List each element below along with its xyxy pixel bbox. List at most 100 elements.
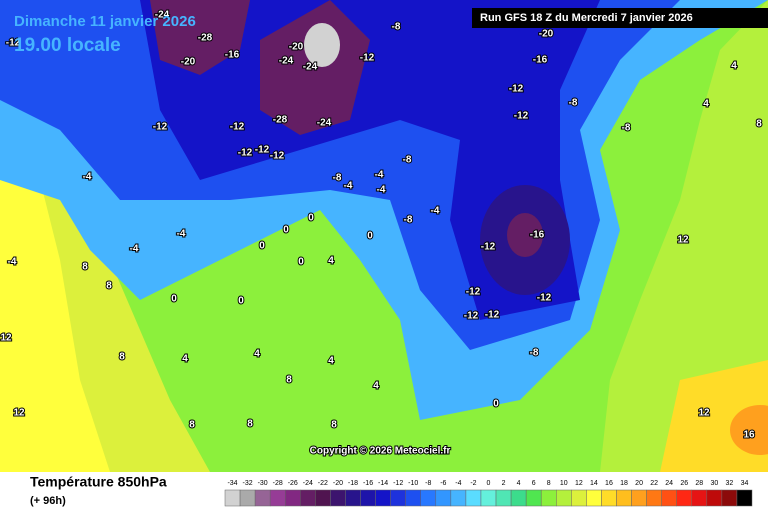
contour-label: 12 <box>698 408 710 419</box>
contour-label: 0 <box>259 241 265 252</box>
contour-label: 4 <box>328 256 334 267</box>
legend-label: -28 <box>273 480 283 487</box>
legend-swatch <box>586 489 602 507</box>
legend-swatch <box>224 489 241 507</box>
legend-label: 14 <box>590 480 598 487</box>
legend-label: -8 <box>425 480 431 487</box>
contour-label: -12 <box>360 53 375 64</box>
legend-label: 34 <box>741 480 749 487</box>
contour-label: -12 <box>6 38 21 49</box>
cold-core <box>304 23 340 67</box>
legend-swatch <box>345 489 361 507</box>
contour-label: -12 <box>485 310 500 321</box>
contour-label: -12 <box>238 148 253 159</box>
legend-swatch <box>480 489 497 507</box>
legend-label: 18 <box>620 480 628 487</box>
legend-swatch <box>315 489 331 507</box>
contour-label: 0 <box>283 225 289 236</box>
contour-label: 8 <box>247 419 253 430</box>
cold-core <box>507 213 543 257</box>
contour-label: -4 <box>377 185 386 196</box>
contour-label: -12 <box>537 293 552 304</box>
contour-label: -24 <box>303 62 318 73</box>
legend-swatch <box>736 489 753 507</box>
contour-label: -24 <box>155 10 170 21</box>
legend-swatch <box>495 489 512 507</box>
legend-label: 4 <box>517 480 521 487</box>
legend-label: -2 <box>470 480 476 487</box>
run-info: Run GFS 18 Z du Mercredi 7 janvier 2026 <box>480 12 693 24</box>
contour-label: 12 <box>0 333 12 344</box>
legend-label: 26 <box>680 480 688 487</box>
legend-swatch <box>676 489 693 507</box>
legend-label: 10 <box>560 480 568 487</box>
legend-swatch <box>601 489 617 507</box>
legend-swatch <box>269 489 286 507</box>
legend-label: -10 <box>408 480 418 487</box>
contour-label: -12 <box>481 242 496 253</box>
warm-zone <box>730 405 768 455</box>
legend-swatch <box>631 489 647 507</box>
contour-label: -4 <box>130 244 139 255</box>
legend-label: 16 <box>605 480 613 487</box>
legend-label: -20 <box>333 480 343 487</box>
legend-swatch <box>540 489 557 507</box>
contour-label: -12 <box>509 84 524 95</box>
contour-label: 4 <box>254 349 260 360</box>
contour-label: 8 <box>286 375 292 386</box>
warm-zone <box>600 0 768 472</box>
contour-label: -4 <box>83 172 92 183</box>
lead-time: (+ 96h) <box>30 495 66 507</box>
legend-label: 6 <box>532 480 536 487</box>
legend-swatch <box>706 489 723 507</box>
contour-label: 16 <box>743 430 755 441</box>
contour-labels: -12 -12-12 -12-12-16-20-24-28-24-20-24-28-… <box>0 9 763 442</box>
legend-swatch <box>420 489 437 507</box>
contour-label: -12 <box>514 111 529 122</box>
legend-label: -6 <box>440 480 446 487</box>
legend-label: -22 <box>318 480 328 487</box>
contour-label: -28 <box>198 33 213 44</box>
legend-swatch <box>661 489 677 507</box>
contour-label: -20 <box>181 57 196 68</box>
contour-label: -8 <box>530 348 539 359</box>
legend-swatch <box>721 489 738 507</box>
contour-label: -16 <box>530 230 545 241</box>
legend-swatch <box>556 489 572 507</box>
contour-label: -20 <box>289 42 304 53</box>
contour-label: -12 <box>270 151 285 162</box>
footer-title: Température 850hPa <box>30 474 167 490</box>
legend-swatch <box>435 489 452 507</box>
contour-label: 12 <box>677 235 689 246</box>
legend-label: -12 <box>393 480 403 487</box>
legend-label: -26 <box>288 480 298 487</box>
legend-label: 22 <box>650 480 658 487</box>
contour-label: -4 <box>177 229 186 240</box>
legend-label: -32 <box>243 480 253 487</box>
contour-label: -8 <box>392 22 401 33</box>
contour-label: 0 <box>298 257 304 268</box>
contour-label: 0 <box>308 213 314 224</box>
contour-label: -4 <box>8 257 17 268</box>
copyright: Copyright © 2026 Meteociel.fr <box>310 446 451 457</box>
legend-swatch <box>300 489 316 507</box>
contour-label: 4 <box>731 61 737 72</box>
legend-label: 28 <box>695 480 703 487</box>
contour-label: -8 <box>569 98 578 109</box>
legend-label: 12 <box>575 480 583 487</box>
contour-label: -4 <box>344 181 353 192</box>
legend-label: 2 <box>502 480 506 487</box>
contour-label: -4 <box>375 170 384 181</box>
contour-label: -8 <box>333 173 342 184</box>
legend-label: 30 <box>710 480 718 487</box>
contour-label: 4 <box>182 354 188 365</box>
legend-swatch <box>571 489 587 507</box>
contour-label: -12 <box>255 145 270 156</box>
legend-swatch <box>330 489 346 507</box>
legend-swatch <box>691 489 708 507</box>
contour-label: -8 <box>404 215 413 226</box>
contour-label: -16 <box>225 50 240 61</box>
contour-label: 8 <box>331 420 337 431</box>
contour-label: 4 <box>373 381 379 392</box>
